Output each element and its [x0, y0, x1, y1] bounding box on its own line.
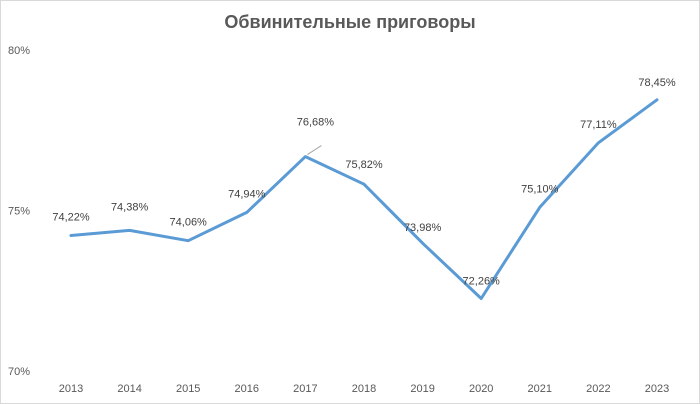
x-tick-label: 2013 [59, 383, 83, 395]
data-label: 78,45% [638, 77, 676, 89]
data-label: 74,22% [52, 212, 90, 224]
data-label: 74,94% [228, 188, 266, 200]
leader-line [307, 145, 322, 155]
data-label: 77,11% [580, 119, 617, 131]
leader-lines [307, 145, 322, 155]
x-tick-label: 2023 [645, 383, 669, 395]
data-label: 75,10% [521, 183, 559, 195]
x-axis: 2013 2014 2015 2016 2017 2018 2019 2020 2021 2022… [59, 383, 669, 395]
x-tick-label: 2017 [293, 383, 317, 395]
x-tick-label: 2019 [410, 383, 434, 395]
data-labels: 74,22% 74,38% 74,06% 74,94% 76,68% 75,82% 73,9… [52, 77, 676, 288]
chart-title: Обвинительные приговоры [224, 12, 476, 32]
x-tick-label: 2022 [586, 383, 610, 395]
data-label: 73,98% [404, 222, 442, 234]
x-tick-label: 2015 [176, 383, 200, 395]
y-axis: 70% 75% 80% [8, 45, 30, 378]
x-tick-label: 2018 [352, 383, 376, 395]
x-tick-label: 2021 [528, 383, 552, 395]
y-tick-label: 70% [8, 366, 30, 378]
data-label: 72,26% [463, 275, 501, 287]
y-tick-label: 75% [8, 206, 30, 218]
x-tick-label: 2020 [469, 383, 493, 395]
data-label: 76,68% [297, 117, 335, 129]
data-label: 75,82% [345, 159, 383, 171]
data-label: 74,38% [111, 201, 149, 213]
x-tick-label: 2016 [235, 383, 259, 395]
data-label: 74,06% [170, 217, 208, 229]
series-line [69, 98, 659, 300]
y-tick-label: 80% [8, 45, 30, 57]
x-tick-label: 2014 [117, 383, 141, 395]
